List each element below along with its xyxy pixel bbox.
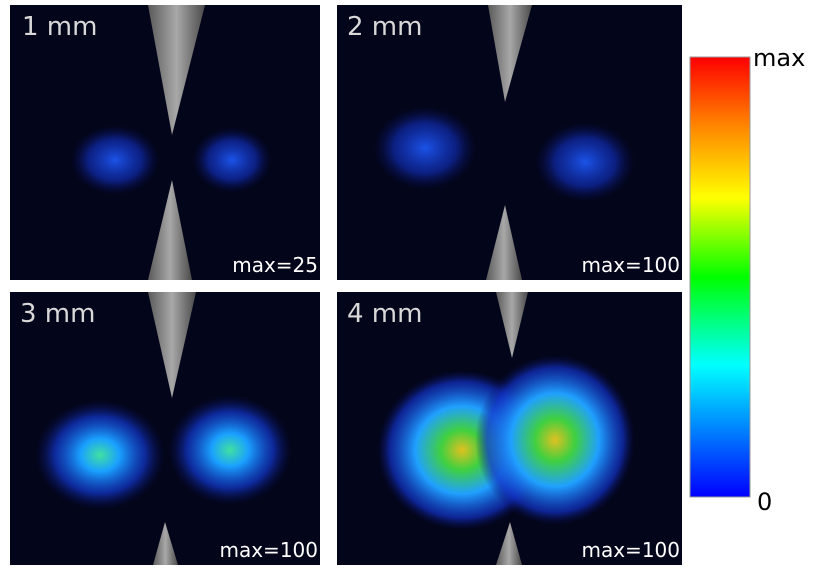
panel: 2 mm max=100 (337, 5, 682, 280)
blob (535, 122, 635, 202)
needle (153, 522, 178, 565)
panel-label: 3 mm (20, 299, 95, 329)
colorbar-bottom-label: 0 (757, 488, 772, 516)
panel: 1 mm max=25 (10, 5, 320, 280)
colorbar: max 0 (689, 44, 805, 516)
panel-label: 4 mm (347, 299, 422, 329)
colorbar-top-label: max (753, 44, 805, 72)
needle (496, 292, 528, 358)
panel: 3 mm max=100 (10, 292, 320, 565)
max-label: max=100 (581, 253, 680, 277)
needle (486, 205, 522, 280)
blob (168, 395, 292, 505)
panel-label: 1 mm (22, 12, 97, 42)
blob (192, 127, 272, 193)
needle (148, 5, 205, 135)
panel: 4 mm max=100 (337, 292, 682, 565)
colorbar-gradient (689, 56, 751, 498)
needle (148, 180, 192, 280)
max-label: max=100 (219, 538, 318, 562)
panel-label: 2 mm (347, 12, 422, 42)
needle (488, 5, 532, 102)
blob (475, 355, 635, 525)
blob (35, 400, 165, 510)
blob (373, 106, 477, 190)
blob (70, 125, 160, 195)
max-label: max=100 (581, 538, 680, 562)
max-label: max=25 (232, 253, 318, 277)
needle (496, 522, 522, 565)
needle (148, 292, 196, 398)
